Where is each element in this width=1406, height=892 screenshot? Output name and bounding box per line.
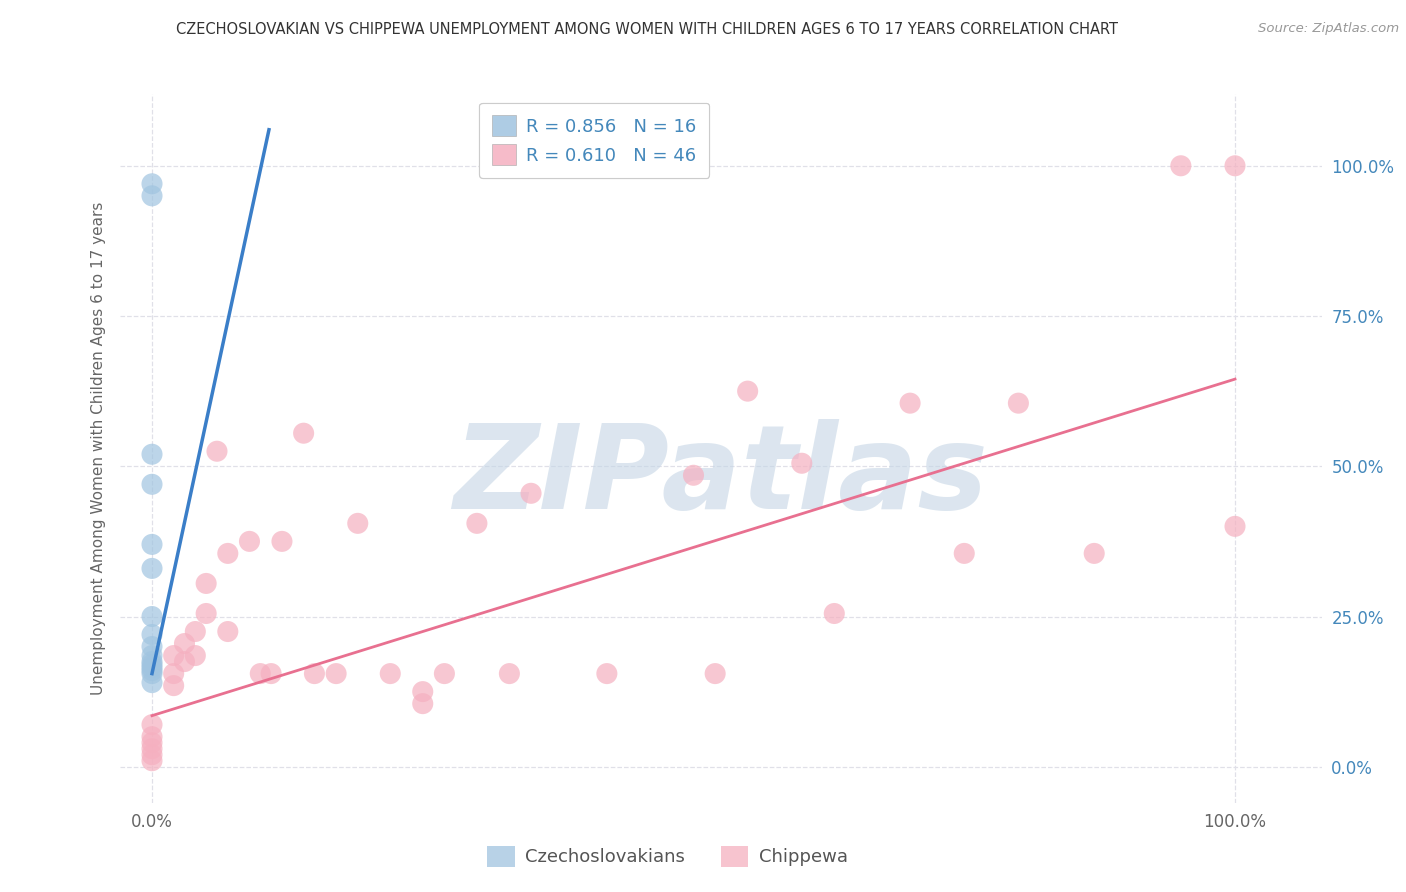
Point xyxy=(141,477,163,491)
Point xyxy=(737,384,759,398)
Point xyxy=(380,666,402,681)
Point xyxy=(163,679,186,693)
Point xyxy=(260,666,283,681)
Point xyxy=(141,675,163,690)
Point xyxy=(292,426,315,441)
Point xyxy=(1223,519,1246,533)
Point xyxy=(163,648,186,663)
Point xyxy=(141,609,163,624)
Point xyxy=(520,486,543,500)
Point xyxy=(141,189,163,203)
Point xyxy=(141,648,163,663)
Point xyxy=(304,666,326,681)
Point xyxy=(1170,159,1192,173)
Point xyxy=(141,655,163,669)
Point xyxy=(412,684,434,698)
Point xyxy=(184,624,207,639)
Point xyxy=(682,468,704,483)
Point xyxy=(141,754,163,768)
Point xyxy=(790,456,813,470)
Point xyxy=(346,516,368,531)
Point xyxy=(1007,396,1029,410)
Point xyxy=(1083,546,1105,560)
Point xyxy=(173,636,195,650)
Y-axis label: Unemployment Among Women with Children Ages 6 to 17 years: Unemployment Among Women with Children A… xyxy=(90,202,105,695)
Point xyxy=(141,537,163,551)
Point xyxy=(325,666,347,681)
Point xyxy=(238,534,260,549)
Point xyxy=(433,666,456,681)
Point xyxy=(205,444,228,458)
Point xyxy=(898,396,921,410)
Point xyxy=(141,627,163,641)
Point xyxy=(141,660,163,674)
Point xyxy=(271,534,294,549)
Point xyxy=(141,730,163,744)
Point xyxy=(704,666,727,681)
Point xyxy=(1223,159,1246,173)
Point xyxy=(596,666,619,681)
Point xyxy=(465,516,488,531)
Legend: R = 0.856   N = 16, R = 0.610   N = 46: R = 0.856 N = 16, R = 0.610 N = 46 xyxy=(479,103,709,178)
Point xyxy=(217,624,239,639)
Point xyxy=(953,546,976,560)
Text: ZIPatlas: ZIPatlas xyxy=(453,419,988,534)
Point xyxy=(141,666,163,681)
Point xyxy=(141,657,163,672)
Point xyxy=(249,666,271,681)
Point xyxy=(141,177,163,191)
Point xyxy=(141,717,163,731)
Point xyxy=(141,747,163,762)
Legend: Czechoslovakians, Chippewa: Czechoslovakians, Chippewa xyxy=(481,838,855,874)
Point xyxy=(141,736,163,750)
Point xyxy=(141,640,163,654)
Point xyxy=(498,666,520,681)
Point xyxy=(141,561,163,575)
Point xyxy=(141,447,163,461)
Point xyxy=(141,664,163,678)
Text: CZECHOSLOVAKIAN VS CHIPPEWA UNEMPLOYMENT AMONG WOMEN WITH CHILDREN AGES 6 TO 17 : CZECHOSLOVAKIAN VS CHIPPEWA UNEMPLOYMENT… xyxy=(176,22,1118,37)
Point xyxy=(195,607,218,621)
Point xyxy=(173,655,195,669)
Point xyxy=(184,648,207,663)
Point xyxy=(163,666,186,681)
Text: Source: ZipAtlas.com: Source: ZipAtlas.com xyxy=(1258,22,1399,36)
Point xyxy=(823,607,845,621)
Point xyxy=(217,546,239,560)
Point xyxy=(412,697,434,711)
Point xyxy=(195,576,218,591)
Point xyxy=(141,741,163,756)
